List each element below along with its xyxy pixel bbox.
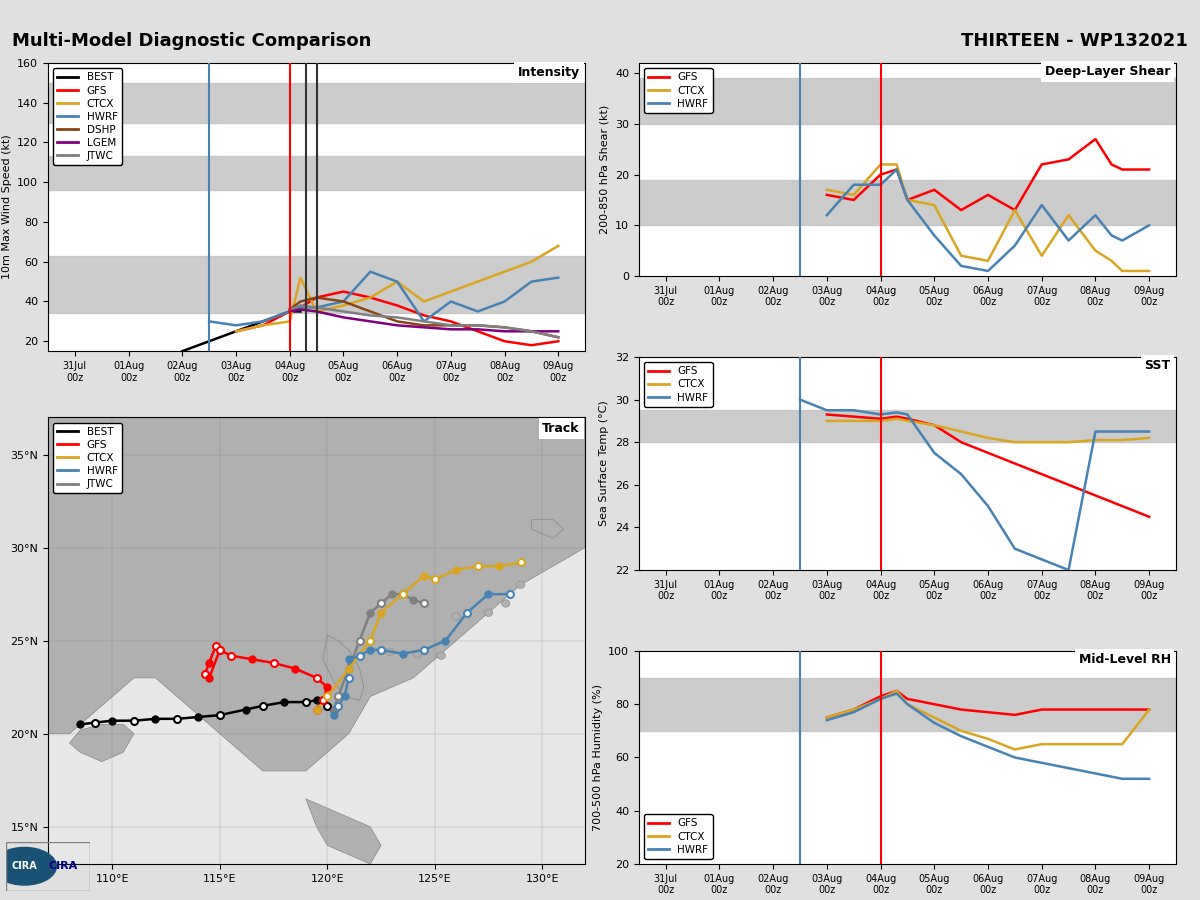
Text: CIRA: CIRA bbox=[12, 861, 37, 871]
Bar bbox=[48, 83, 586, 122]
Y-axis label: 200-850 hPa Shear (kt): 200-850 hPa Shear (kt) bbox=[600, 105, 610, 234]
Bar bbox=[638, 678, 1176, 731]
Y-axis label: 700-500 hPa Humidity (%): 700-500 hPa Humidity (%) bbox=[593, 684, 602, 831]
Bar bbox=[638, 410, 1176, 442]
Circle shape bbox=[502, 599, 510, 608]
Bar bbox=[48, 256, 586, 313]
Text: SST: SST bbox=[1145, 359, 1171, 372]
Text: Deep-Layer Shear: Deep-Layer Shear bbox=[1045, 65, 1171, 78]
Text: Mid-Level RH: Mid-Level RH bbox=[1079, 653, 1171, 666]
Legend: GFS, CTCX, HWRF: GFS, CTCX, HWRF bbox=[644, 362, 713, 407]
Polygon shape bbox=[48, 418, 586, 771]
Legend: GFS, CTCX, HWRF: GFS, CTCX, HWRF bbox=[644, 814, 713, 859]
Circle shape bbox=[413, 650, 422, 657]
Circle shape bbox=[0, 848, 56, 885]
Bar bbox=[48, 157, 586, 190]
Circle shape bbox=[452, 613, 461, 620]
Text: THIRTEEN - WP132021: THIRTEEN - WP132021 bbox=[961, 32, 1188, 50]
Y-axis label: 10m Max Wind Speed (kt): 10m Max Wind Speed (kt) bbox=[1, 135, 12, 280]
Polygon shape bbox=[306, 799, 382, 864]
Legend: BEST, GFS, CTCX, HWRF, JTWC: BEST, GFS, CTCX, HWRF, JTWC bbox=[53, 422, 121, 493]
Text: Multi-Model Diagnostic Comparison: Multi-Model Diagnostic Comparison bbox=[12, 32, 371, 50]
Circle shape bbox=[516, 581, 524, 589]
Y-axis label: Sea Surface Temp (°C): Sea Surface Temp (°C) bbox=[599, 400, 610, 526]
Polygon shape bbox=[323, 635, 364, 700]
Text: CIRA: CIRA bbox=[48, 861, 78, 871]
Text: Intensity: Intensity bbox=[517, 66, 580, 79]
Legend: BEST, GFS, CTCX, HWRF, DSHP, LGEM, JTWC: BEST, GFS, CTCX, HWRF, DSHP, LGEM, JTWC bbox=[53, 68, 121, 166]
Bar bbox=[638, 180, 1176, 225]
Polygon shape bbox=[532, 519, 564, 538]
Bar bbox=[638, 78, 1176, 124]
Circle shape bbox=[385, 648, 394, 655]
Polygon shape bbox=[70, 724, 134, 761]
Circle shape bbox=[484, 609, 493, 617]
Text: Track: Track bbox=[542, 422, 580, 435]
Legend: GFS, CTCX, HWRF: GFS, CTCX, HWRF bbox=[644, 68, 713, 112]
Circle shape bbox=[437, 652, 445, 660]
